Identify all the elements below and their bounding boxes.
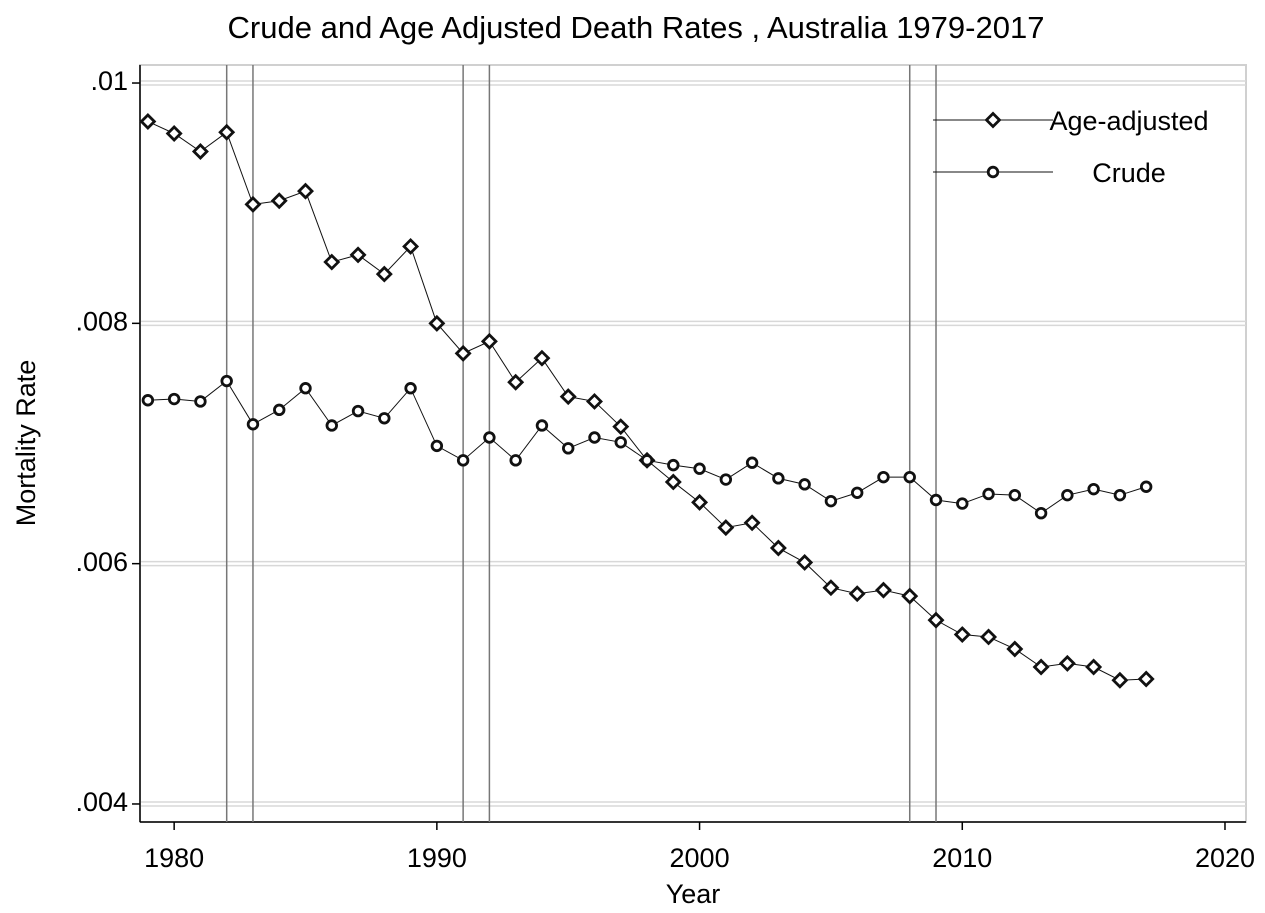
marker	[986, 165, 1000, 179]
marker	[1139, 480, 1153, 493]
marker	[270, 192, 288, 210]
marker	[1006, 640, 1024, 658]
marker	[769, 539, 787, 557]
marker	[1008, 488, 1022, 502]
chart-title: Crude and Age Adjusted Death Rates , Aus…	[228, 10, 1045, 45]
marker	[693, 462, 706, 475]
marker	[454, 344, 472, 362]
marker	[901, 587, 919, 605]
marker	[428, 314, 446, 332]
marker	[194, 395, 207, 408]
marker	[691, 493, 709, 511]
marker	[1034, 506, 1048, 520]
marker	[378, 412, 391, 425]
marker	[667, 458, 680, 472]
marker	[533, 349, 551, 367]
y-tick-label: .006	[75, 547, 128, 577]
marker	[929, 493, 943, 507]
marker	[323, 253, 341, 271]
marker	[297, 182, 314, 200]
marker	[927, 611, 945, 629]
marker	[743, 514, 761, 532]
marker	[404, 382, 417, 395]
marker	[1087, 482, 1100, 496]
y-axis-label: Mortality Rate	[11, 360, 41, 527]
marker	[244, 195, 262, 213]
marker	[824, 494, 838, 508]
marker	[984, 111, 1002, 129]
marker	[874, 581, 892, 599]
marker	[141, 394, 155, 407]
marker	[1061, 488, 1074, 502]
marker	[877, 470, 890, 484]
marker	[1032, 658, 1050, 676]
marker	[191, 143, 209, 160]
marker	[325, 419, 338, 432]
marker	[640, 454, 654, 467]
marker	[402, 237, 420, 255]
marker	[430, 439, 444, 453]
marker	[664, 473, 682, 491]
marker	[218, 123, 236, 141]
marker	[299, 382, 312, 395]
marker	[1113, 488, 1127, 502]
marker	[246, 418, 260, 431]
marker	[850, 486, 864, 499]
x-tick-label: 1990	[407, 843, 467, 873]
marker	[139, 112, 157, 130]
marker	[612, 418, 630, 436]
marker	[535, 419, 549, 432]
marker	[822, 579, 840, 597]
marker	[507, 373, 525, 391]
marker	[349, 246, 367, 264]
x-axis-label: Year	[666, 879, 721, 909]
x-tick-label: 2010	[932, 843, 992, 873]
marker	[1111, 671, 1129, 689]
marker	[798, 478, 811, 491]
marker	[167, 392, 181, 406]
x-tick-label: 1980	[144, 843, 204, 873]
y-tick-label: .008	[75, 306, 128, 336]
marker	[614, 436, 627, 449]
marker	[1085, 658, 1103, 676]
x-tick-label: 2000	[670, 843, 730, 873]
marker	[483, 431, 496, 444]
marker	[456, 454, 470, 467]
marker	[953, 626, 971, 644]
marker	[796, 553, 814, 571]
marker	[1137, 670, 1155, 688]
marker	[562, 442, 575, 455]
marker	[982, 487, 995, 501]
marker	[375, 265, 393, 283]
marker	[273, 403, 286, 417]
x-tick-label: 2020	[1195, 843, 1255, 873]
marker	[717, 519, 735, 537]
marker	[980, 628, 998, 646]
marker	[480, 332, 498, 350]
marker	[903, 470, 916, 484]
marker	[956, 497, 969, 510]
legend-label: Crude	[1092, 158, 1166, 188]
marker	[745, 456, 759, 469]
marker	[165, 125, 183, 142]
marker	[1058, 654, 1076, 672]
marker	[220, 374, 233, 388]
marker	[586, 392, 603, 410]
marker	[772, 472, 785, 485]
marker	[351, 404, 365, 418]
y-tick-label: .004	[75, 787, 128, 817]
marker	[588, 431, 601, 444]
y-tick-label: .01	[90, 66, 128, 96]
marker	[848, 585, 866, 603]
marker	[719, 473, 733, 486]
marker	[509, 454, 522, 467]
legend-label: Age-adjusted	[1049, 106, 1208, 136]
marker	[559, 388, 577, 406]
